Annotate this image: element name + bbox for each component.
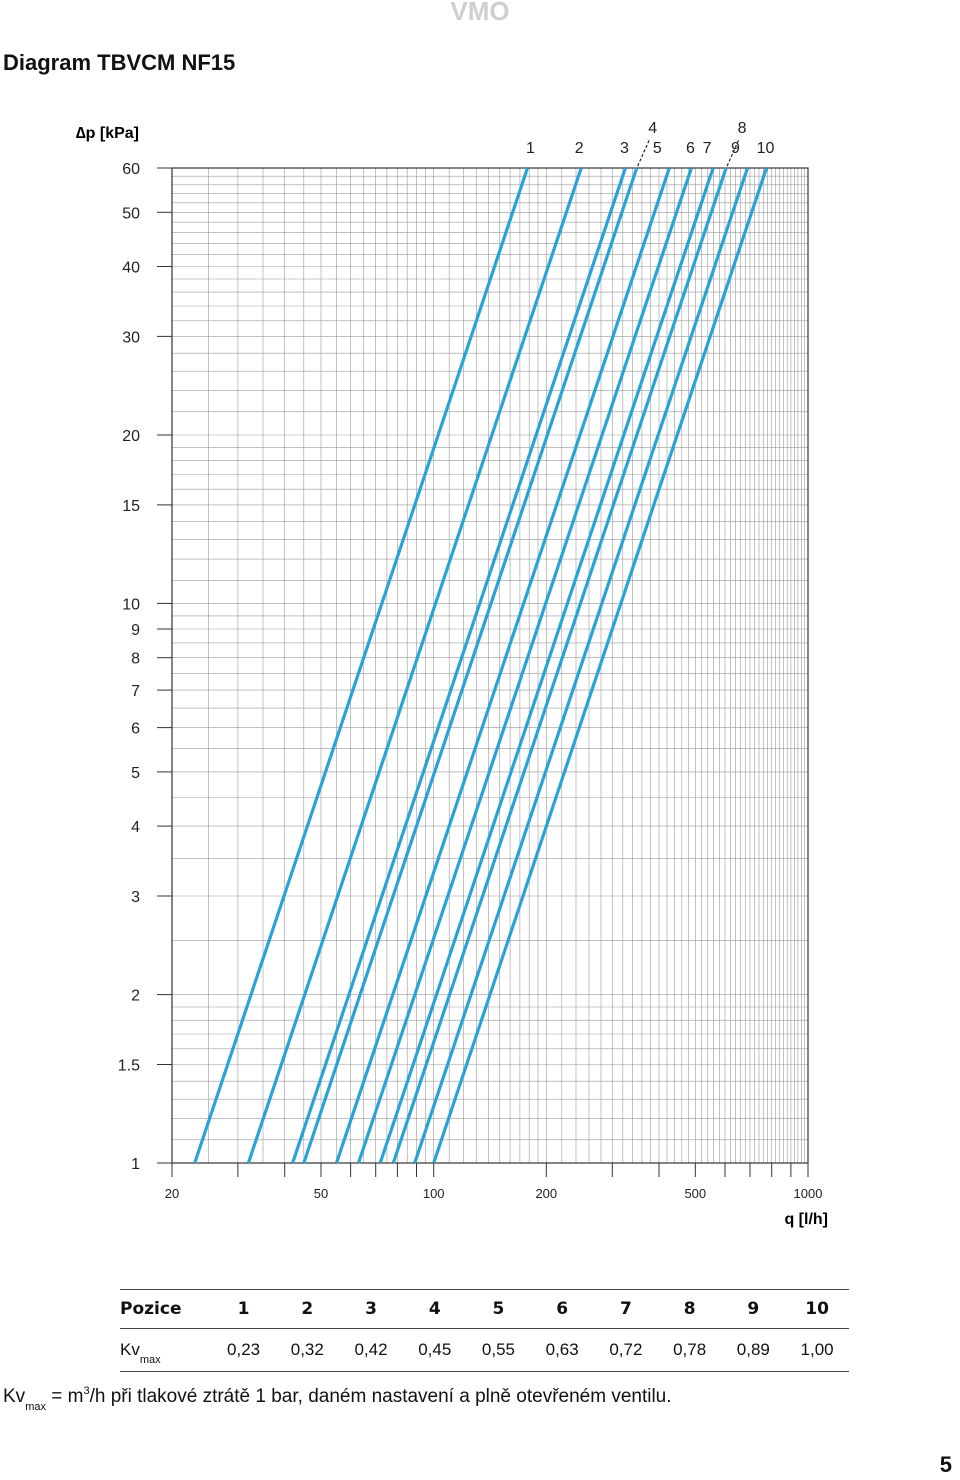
series-label-5: 5 xyxy=(653,140,662,157)
kv-cell: 0,78 xyxy=(657,1328,722,1372)
x-tick-label: 1000 xyxy=(794,1186,823,1201)
y-tick-label: 10 xyxy=(122,596,140,613)
position-cell: 2 xyxy=(275,1289,340,1329)
kv-header: Kvmax xyxy=(120,1328,212,1372)
series-line-7 xyxy=(378,167,715,1164)
kv-cell: 0,55 xyxy=(466,1328,531,1372)
y-tick-label: 4 xyxy=(131,819,140,836)
series-line-5 xyxy=(334,167,671,1164)
y-tick-label: 1 xyxy=(131,1156,140,1173)
y-tick-label: 3 xyxy=(131,889,140,906)
position-cell: 10 xyxy=(785,1289,849,1329)
position-cell: 6 xyxy=(530,1289,595,1329)
y-tick-label: 8 xyxy=(131,651,140,668)
kv-table: Pozice 1 2 3 4 5 6 7 8 9 10 Kvmax 0,23 0,32 0,42 0,4… xyxy=(120,1289,849,1372)
series-label-6: 6 xyxy=(686,140,695,157)
series-line-10 xyxy=(432,167,769,1164)
kv-row: Kvmax 0,23 0,32 0,42 0,45 0,55 0,63 0,72 0,78 0,… xyxy=(120,1328,849,1372)
x-axis-label: q [l/h] xyxy=(784,1211,828,1228)
footnote-pre: = m xyxy=(45,1386,84,1407)
position-cell: 8 xyxy=(657,1289,722,1329)
kv-cell: 0,89 xyxy=(721,1328,786,1372)
series-line-3 xyxy=(291,167,627,1164)
y-tick-label: 7 xyxy=(131,683,140,700)
kv-cell: 0,63 xyxy=(530,1328,595,1372)
footnote-sup: 3 xyxy=(83,1385,90,1397)
series-line-6 xyxy=(356,167,693,1164)
series-label-1: 1 xyxy=(526,140,535,157)
y-tick-label: 6 xyxy=(131,721,140,738)
kv-cell: 0,72 xyxy=(594,1328,658,1372)
x-tick-label: 20 xyxy=(165,1186,179,1201)
position-cell: 1 xyxy=(211,1289,276,1329)
footnote-sub: max xyxy=(25,1401,46,1413)
footnote-kv: Kv xyxy=(3,1386,26,1407)
y-axis-label: ∆p [kPa] xyxy=(76,125,139,142)
series-label-2: 2 xyxy=(575,140,584,157)
kv-cell: 0,23 xyxy=(211,1328,276,1372)
kv-cell: 0,45 xyxy=(402,1328,467,1372)
series-label-8: 8 xyxy=(738,120,747,137)
y-tick-label: 15 xyxy=(122,498,140,515)
position-cell: 4 xyxy=(402,1289,467,1329)
x-tick-label: 500 xyxy=(684,1186,706,1201)
series-label-3: 3 xyxy=(620,140,629,157)
series-line-2 xyxy=(246,167,583,1164)
page-number: 5 xyxy=(939,1452,952,1477)
y-tick-label: 1.5 xyxy=(118,1058,140,1075)
y-tick-label: 60 xyxy=(122,161,140,178)
kv-cell: 1,00 xyxy=(785,1328,849,1372)
series-line-4 xyxy=(302,167,639,1164)
footnote-text: /h při tlakové ztrátě 1 bar, daném nasta… xyxy=(89,1386,672,1407)
kv-label: Kv xyxy=(120,1340,140,1359)
series-label-7: 7 xyxy=(703,140,712,157)
leader-line-4 xyxy=(637,138,651,167)
footnote: Kvmax = m3/h při tlakové ztrátě 1 bar, d… xyxy=(3,1385,672,1413)
series-line-9 xyxy=(413,167,750,1164)
position-cell: 3 xyxy=(339,1289,403,1329)
position-cell: 5 xyxy=(466,1289,531,1329)
y-tick-label: 50 xyxy=(122,205,140,222)
series-line-1 xyxy=(193,167,530,1164)
plot-frame xyxy=(171,167,809,1164)
position-header: Pozice xyxy=(120,1289,212,1329)
y-tick-label: 40 xyxy=(122,260,140,277)
kv-cell: 0,32 xyxy=(275,1328,340,1372)
series-line-8 xyxy=(391,167,728,1164)
series-label-4: 4 xyxy=(648,120,657,137)
brand-logo: VMO xyxy=(450,0,510,26)
y-tick-label: 20 xyxy=(122,428,140,445)
page-title: Diagram TBVCM NF15 xyxy=(3,50,236,75)
y-tick-label: 30 xyxy=(122,329,140,346)
y-tick-label: 5 xyxy=(131,765,140,782)
y-tick-label: 9 xyxy=(131,622,140,639)
kv-subscript: max xyxy=(139,1354,161,1366)
kv-cell: 0,42 xyxy=(339,1328,403,1372)
position-cell: 9 xyxy=(721,1289,786,1329)
x-tick-label: 50 xyxy=(314,1186,328,1201)
position-cell: 7 xyxy=(594,1289,658,1329)
x-tick-label: 100 xyxy=(423,1186,445,1201)
table-header-row: Pozice 1 2 3 4 5 6 7 8 9 10 xyxy=(120,1289,849,1329)
x-tick-label: 200 xyxy=(535,1186,557,1201)
series-label-9: 9 xyxy=(731,140,740,157)
series-label-10: 10 xyxy=(757,140,775,157)
y-tick-label: 2 xyxy=(131,988,140,1005)
